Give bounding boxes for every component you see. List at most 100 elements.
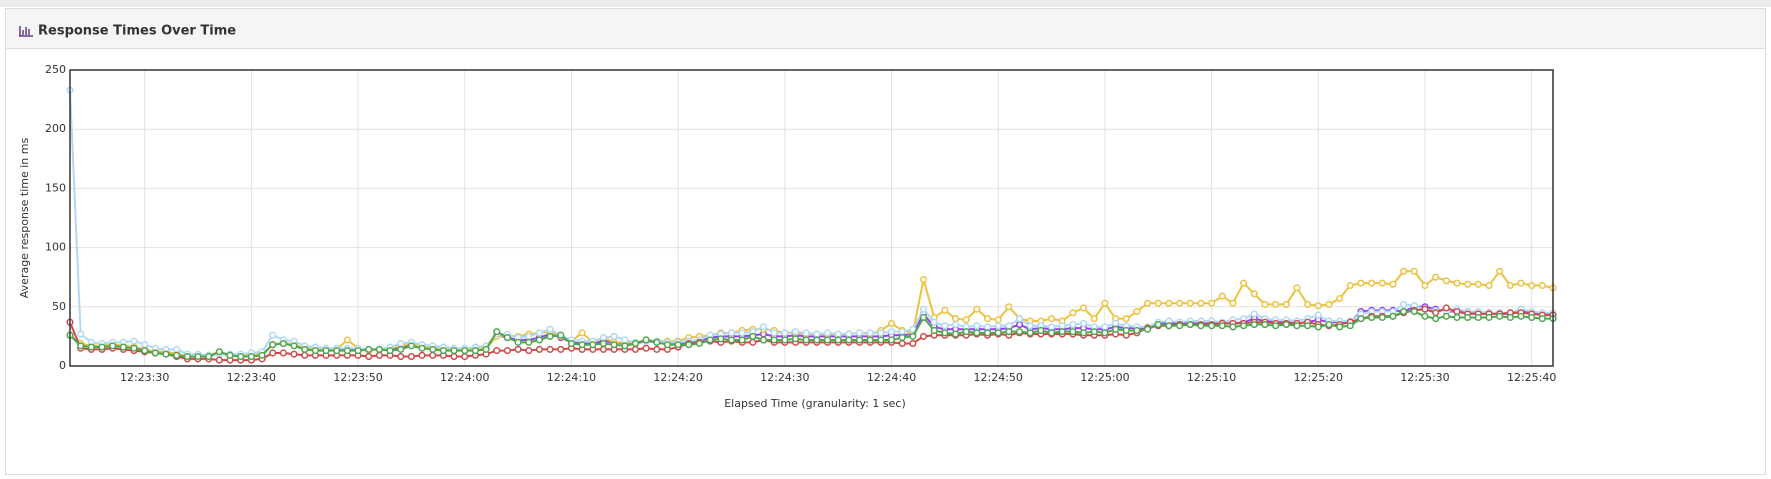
data-point — [141, 341, 149, 349]
data-point — [1069, 309, 1077, 317]
data-point — [1250, 310, 1258, 318]
data-point — [909, 325, 917, 333]
data-point — [919, 276, 928, 284]
data-point — [471, 347, 479, 355]
data-point — [1496, 312, 1504, 320]
data-point — [877, 336, 885, 344]
data-point — [215, 356, 223, 364]
y-tick-label: 0 — [59, 359, 66, 372]
data-point — [717, 335, 725, 343]
data-point — [237, 352, 245, 361]
x-tick-label: 12:24:50 — [974, 371, 1023, 384]
data-point — [514, 338, 522, 346]
panel — [5, 8, 1766, 475]
data-point — [429, 345, 437, 353]
data-point — [1015, 315, 1024, 323]
data-point — [1506, 313, 1514, 322]
data-point — [1005, 322, 1013, 330]
data-point — [1496, 267, 1504, 275]
data-point — [1304, 300, 1312, 308]
data-point — [610, 332, 618, 340]
data-point — [407, 342, 415, 350]
data-point — [1048, 323, 1056, 331]
data-point — [1442, 312, 1450, 320]
data-point — [1538, 281, 1546, 290]
data-point — [1101, 299, 1109, 307]
data-point — [983, 329, 992, 337]
x-axis-label: Elapsed Time (granularity: 1 sec) — [724, 397, 906, 410]
x-tick-label: 12:25:20 — [1294, 371, 1343, 384]
data-point — [1528, 281, 1536, 290]
data-point — [1122, 315, 1130, 323]
data-point — [525, 347, 533, 355]
data-point — [1026, 322, 1034, 330]
data-point — [951, 321, 960, 329]
data-point — [493, 328, 501, 336]
data-point — [1325, 300, 1333, 308]
data-point — [1432, 315, 1440, 323]
data-point — [1314, 323, 1322, 331]
data-point — [151, 349, 159, 357]
data-point — [397, 352, 405, 361]
data-point — [322, 347, 330, 355]
data-point — [514, 345, 522, 353]
data-point — [290, 342, 298, 350]
data-point — [642, 336, 650, 344]
data-point — [1218, 322, 1226, 330]
data-point — [343, 336, 351, 344]
data-point — [1261, 321, 1269, 329]
data-point — [823, 336, 832, 344]
y-tick-label: 150 — [45, 181, 66, 194]
data-point — [1229, 323, 1237, 331]
data-point — [1165, 322, 1173, 330]
data-point — [1485, 281, 1493, 290]
data-point — [983, 323, 992, 331]
data-point — [375, 345, 383, 353]
data-point — [1314, 311, 1322, 319]
data-point — [909, 332, 917, 340]
data-point — [269, 331, 277, 339]
data-point — [663, 341, 672, 349]
data-point — [1410, 307, 1418, 316]
data-point — [1080, 319, 1088, 327]
data-point — [173, 345, 181, 353]
x-tick-label: 12:24:10 — [547, 371, 596, 384]
data-point — [845, 336, 853, 344]
data-point — [578, 341, 586, 349]
x-tick-label: 12:23:50 — [333, 371, 382, 384]
data-point — [1453, 313, 1461, 322]
data-point — [141, 347, 149, 355]
data-point — [855, 329, 864, 337]
data-point — [407, 352, 415, 361]
data-point — [1389, 280, 1397, 288]
data-point — [1240, 279, 1248, 287]
data-point — [706, 336, 714, 344]
data-point — [589, 341, 597, 349]
data-point — [503, 334, 511, 342]
x-tick-label: 12:24:40 — [867, 371, 916, 384]
data-point — [1453, 279, 1461, 287]
data-point — [1112, 325, 1120, 333]
data-point — [1101, 329, 1109, 337]
data-point — [1293, 322, 1301, 330]
data-point — [802, 336, 810, 344]
y-tick-label: 250 — [45, 63, 66, 76]
data-point — [1133, 326, 1141, 335]
data-point — [226, 351, 234, 359]
data-point — [1421, 305, 1429, 313]
data-point — [813, 330, 821, 338]
data-point — [1336, 294, 1344, 303]
x-tick-label: 12:24:20 — [653, 371, 702, 384]
data-point — [919, 305, 928, 313]
data-point — [1400, 300, 1408, 308]
data-point — [1144, 325, 1152, 333]
data-point — [1272, 322, 1280, 330]
data-point — [450, 347, 458, 355]
data-point — [1282, 321, 1290, 329]
data-point — [1154, 321, 1162, 329]
data-point — [962, 328, 970, 336]
data-point — [1346, 281, 1354, 290]
data-point — [429, 351, 437, 359]
